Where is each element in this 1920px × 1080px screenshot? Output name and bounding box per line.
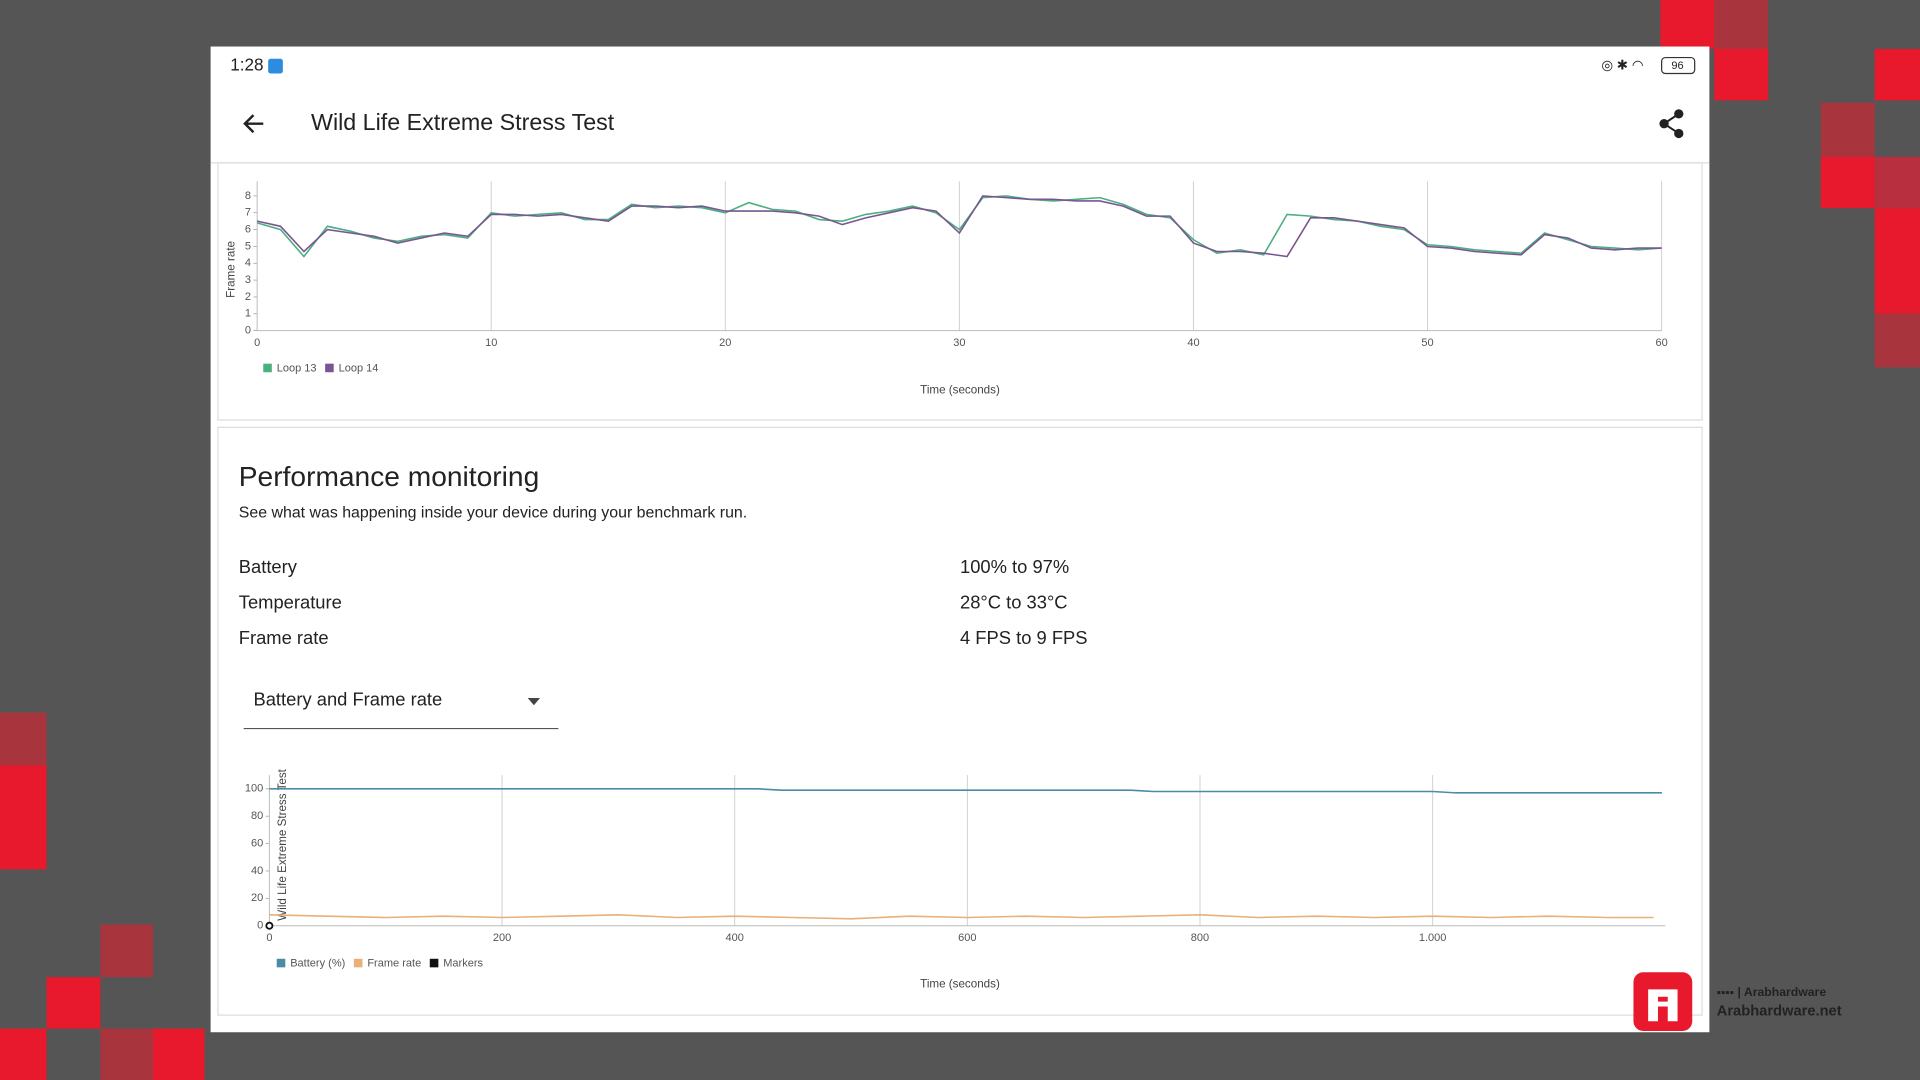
legend-label: Battery (%) — [290, 958, 345, 970]
y-tick-label: 1 — [245, 308, 251, 320]
row-value: 4 FPS to 9 FPS — [960, 627, 1088, 648]
screen-panel — [210, 46, 1710, 1033]
y-tick-label: 4 — [245, 257, 251, 269]
x-tick-label: 800 — [1191, 932, 1209, 944]
legend-swatch — [276, 958, 286, 968]
performance-card — [217, 426, 1703, 1016]
legend-label: Markers — [443, 958, 483, 970]
watermark: ▪▪▪▪ | Arabhardware Arabhardware.net — [1633, 972, 1842, 1032]
x-tick-label: 600 — [958, 932, 976, 944]
legend-swatch — [429, 958, 439, 968]
y-tick-label: 40 — [251, 865, 263, 877]
y-tick-label: 6 — [245, 223, 251, 235]
status-icon — [268, 58, 283, 74]
x-tick-label: 20 — [719, 337, 731, 349]
x-tick-label: 10 — [485, 337, 497, 349]
watermark-site: Arabhardware.net — [1717, 1003, 1842, 1019]
y-axis-label: Wild Life Extreme Stress Test — [276, 768, 289, 920]
legend-label: Frame rate — [367, 958, 421, 970]
status-icons: ◎ ✱ ◠ — [1601, 58, 1643, 73]
data-line — [269, 788, 1662, 794]
watermark-handle-text: | Arabhardware — [1737, 985, 1826, 999]
legend-swatch — [353, 958, 363, 968]
y-tick-label: 20 — [251, 892, 263, 904]
app-title: Wild Life Extreme Stress Test — [311, 109, 615, 135]
section-subtitle: See what was happening inside your devic… — [239, 504, 747, 521]
x-axis-label: Time (seconds) — [920, 384, 1000, 397]
row-label: Frame rate — [239, 627, 329, 648]
row-label: Temperature — [239, 592, 342, 613]
watermark-handle: ▪▪▪▪ | Arabhardware — [1717, 985, 1827, 999]
y-tick-label: 3 — [245, 274, 251, 286]
x-tick-label: 60 — [1655, 337, 1667, 349]
data-line — [269, 914, 1654, 920]
battery-icon — [1661, 56, 1696, 75]
x-tick-label: 30 — [953, 337, 965, 349]
x-tick-label: 400 — [725, 932, 743, 944]
row-value: 100% to 97% — [960, 556, 1069, 577]
x-tick-label: 50 — [1421, 337, 1433, 349]
y-tick-label: 100 — [245, 783, 263, 795]
back-button[interactable] — [243, 114, 264, 134]
y-tick-label: 8 — [245, 190, 251, 202]
x-tick-label: 1.000 — [1419, 932, 1447, 944]
battery-level: 96 — [1671, 60, 1683, 72]
x-tick-label: 0 — [266, 932, 272, 944]
y-tick-label: 7 — [245, 207, 251, 219]
x-axis-label: Time (seconds) — [920, 978, 1000, 991]
legend-label: Loop 13 — [277, 362, 317, 374]
share-button[interactable] — [1659, 109, 1684, 139]
y-tick-label: 5 — [245, 240, 251, 252]
dropdown-value: Battery and Frame rate — [253, 688, 442, 709]
y-tick-label: 60 — [251, 837, 263, 849]
y-tick-label: 0 — [257, 920, 263, 932]
legend-swatch — [263, 363, 272, 373]
row-label: Battery — [239, 556, 298, 577]
y-tick-label: 0 — [245, 325, 251, 337]
status-time: 1:28 — [230, 55, 263, 75]
y-axis-label: Frame rate — [225, 241, 238, 298]
x-tick-label: 40 — [1187, 337, 1199, 349]
row-value: 28°C to 33°C — [960, 592, 1068, 613]
y-tick-label: 2 — [245, 291, 251, 303]
data-line — [256, 195, 1662, 258]
y-tick-label: 80 — [251, 810, 263, 822]
dropdown[interactable]: Battery and Frame rate — [243, 688, 559, 730]
section-title: Performance monitoring — [239, 461, 539, 492]
frame-card — [217, 162, 1703, 421]
legend-label: Loop 14 — [339, 362, 379, 374]
marker — [265, 921, 274, 930]
legend-swatch — [325, 363, 334, 373]
x-tick-label: 200 — [493, 932, 511, 944]
data-line — [256, 195, 1662, 258]
x-tick-label: 0 — [254, 337, 260, 349]
